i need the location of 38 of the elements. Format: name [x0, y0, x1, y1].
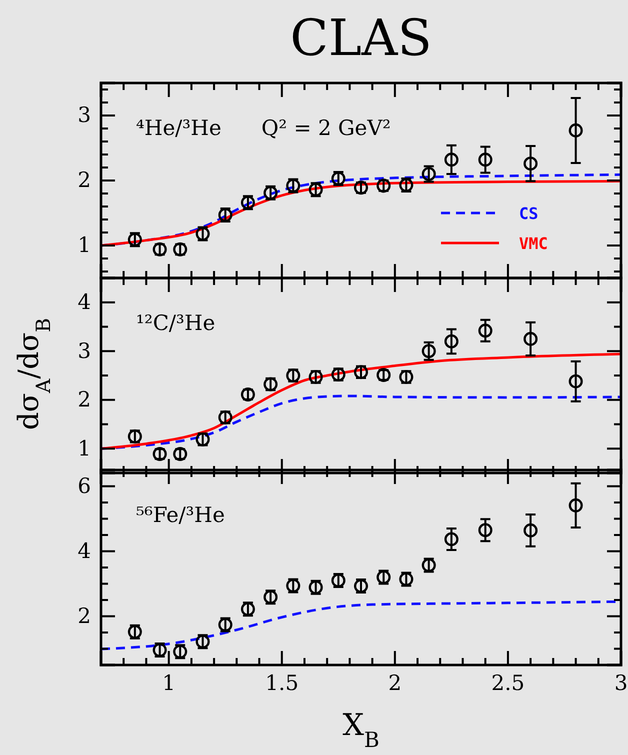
y-tick-label: 1 [78, 233, 91, 258]
y-tick-label: 4 [78, 290, 91, 314]
annotation: ⁴He/³He [136, 116, 222, 140]
y-tick-label: 1 [78, 436, 91, 460]
x-axis-title: X$_{B}$ [342, 708, 380, 752]
x-tick-label: 3 [614, 670, 628, 695]
y-tick-label: 2 [78, 168, 91, 192]
annotation: Q² = 2 GeV² [261, 116, 391, 140]
x-tick-label: 1 [162, 670, 176, 695]
y-tick-label: 6 [78, 474, 91, 498]
y-tick-label: 2 [78, 388, 91, 412]
point [478, 324, 492, 338]
y-tick-label: 2 [78, 604, 91, 628]
point [524, 332, 538, 346]
annotation: ⁵⁶Fe/³He [136, 503, 225, 527]
point [478, 152, 492, 167]
legend-label: CS [519, 204, 538, 223]
point [568, 374, 583, 388]
y-tick-label: 4 [78, 538, 91, 563]
x-tick-label: 2 [388, 670, 402, 695]
point [444, 334, 458, 348]
y-tick-label: 3 [78, 338, 91, 363]
point [568, 498, 583, 512]
line-series [101, 394, 621, 450]
legend-label: VMC [519, 234, 548, 253]
point [478, 523, 492, 538]
point [422, 344, 436, 358]
point [444, 152, 458, 167]
point [568, 123, 583, 138]
x-tick-label: 1.5 [265, 670, 299, 695]
point [524, 156, 538, 171]
y-tick-label: 3 [78, 103, 91, 128]
point [444, 532, 458, 546]
line-series [101, 352, 621, 450]
chart-title: CLAS [290, 9, 432, 67]
point [524, 523, 538, 538]
x-tick-label: 2.5 [491, 670, 525, 695]
annotation: ¹²C/³He [136, 311, 216, 335]
